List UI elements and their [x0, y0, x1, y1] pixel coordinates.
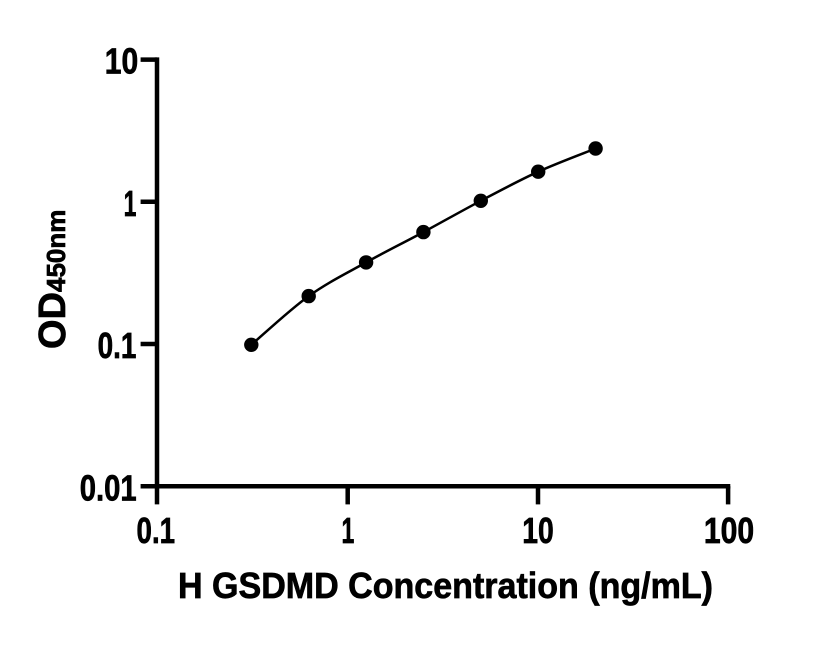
svg-text:10: 10	[105, 41, 139, 82]
svg-text:10: 10	[522, 510, 554, 551]
svg-text:H GSDMD Concentration (ng/mL): H GSDMD Concentration (ng/mL)	[178, 565, 713, 606]
svg-text:0.1: 0.1	[137, 510, 176, 551]
svg-text:0.1: 0.1	[98, 325, 137, 366]
svg-text:1: 1	[124, 183, 137, 224]
svg-text:1: 1	[342, 510, 355, 551]
svg-text:0.01: 0.01	[80, 467, 137, 508]
svg-text:100: 100	[704, 510, 754, 551]
